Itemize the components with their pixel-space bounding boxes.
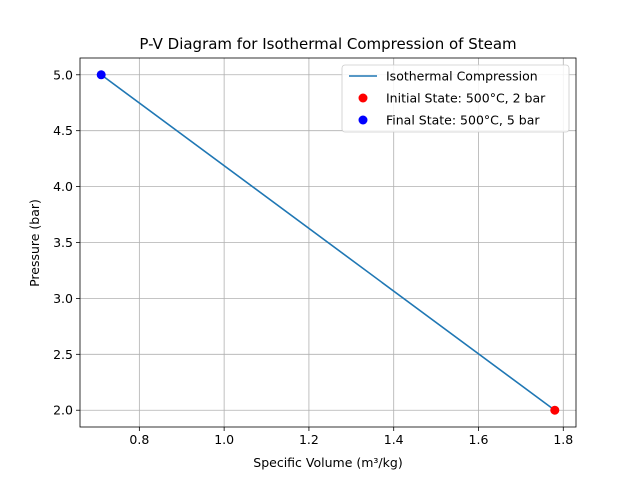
y-tick-label: 2.5 — [53, 347, 73, 362]
x-axis-label: Specific Volume (m³/kg) — [253, 455, 402, 470]
final-state-point — [96, 70, 106, 80]
y-tick-label: 3.0 — [53, 291, 73, 306]
y-tick-label: 3.5 — [53, 235, 73, 250]
y-axis-label: Pressure (bar) — [27, 199, 42, 287]
legend-entry-label: Initial State: 500°C, 2 bar — [386, 91, 546, 106]
x-tick-label: 1.2 — [299, 432, 319, 447]
legend-entry-label: Isothermal Compression — [386, 69, 538, 84]
x-tick-label: 1.0 — [214, 432, 234, 447]
legend-box — [341, 64, 570, 133]
chart-title: P-V Diagram for Isothermal Compression o… — [139, 35, 516, 53]
y-tick-label: 5.0 — [53, 67, 73, 82]
y-tick-label: 2.0 — [53, 403, 73, 418]
initial-state-point — [550, 405, 560, 415]
y-tick-label: 4.0 — [53, 179, 73, 194]
legend-marker-swatch — [358, 115, 368, 125]
x-tick-label: 0.8 — [129, 432, 149, 447]
x-tick-label: 1.4 — [384, 432, 404, 447]
series-line-isothermal-compression — [100, 74, 556, 411]
legend-marker-swatch — [358, 93, 368, 103]
x-tick-label: 1.6 — [469, 432, 489, 447]
legend-entry-label: Final State: 500°C, 5 bar — [386, 113, 540, 128]
y-tick-label: 4.5 — [53, 123, 73, 138]
legend: Isothermal Compression Initial State: 500… — [341, 64, 570, 133]
axis-ticks: 0.8 1.0 1.2 1.4 1.6 1.8 2.0 2.5 3.0 3.5 4.0 4.5 5.0 — [53, 67, 573, 447]
x-tick-label: 1.8 — [553, 432, 573, 447]
series-layer — [96, 70, 560, 415]
